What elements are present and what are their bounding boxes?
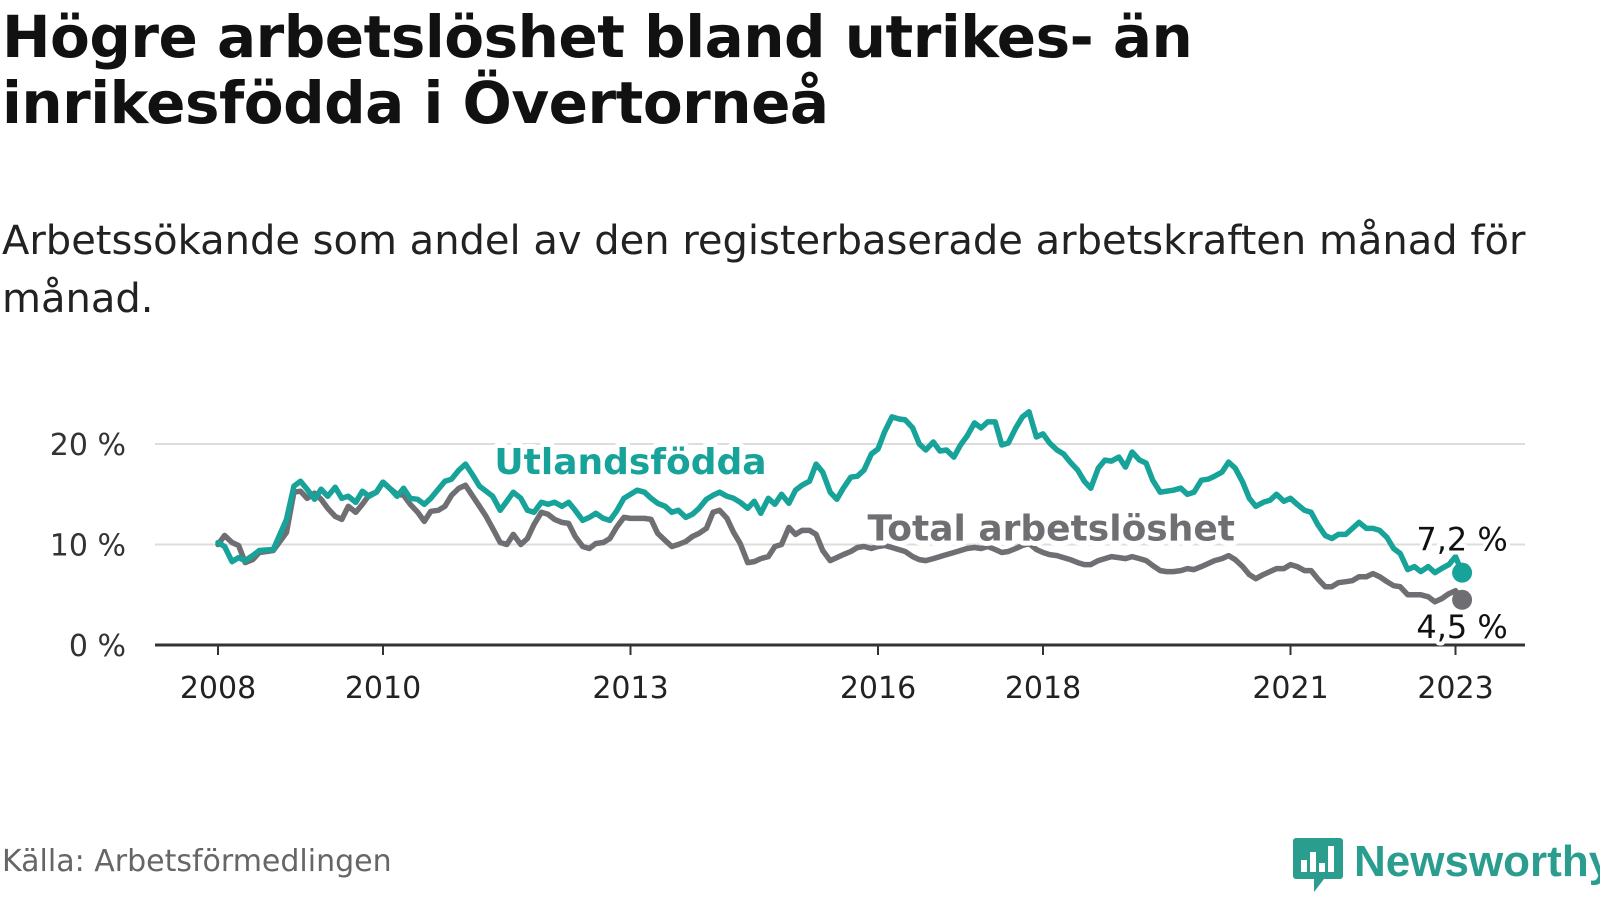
x-tick-label: 2016 xyxy=(840,671,916,706)
end-point-total xyxy=(1452,589,1473,610)
line-chart: 2008 2010 2013 2016 2018 2021 2023 0 % 10 % 20 %… xyxy=(0,380,1600,720)
x-tick-label: 2018 xyxy=(1005,671,1081,706)
series-lines xyxy=(215,409,1473,610)
end-point-foreign-born xyxy=(1452,562,1473,583)
series-line-foreign-born xyxy=(215,409,1465,576)
y-tick-label: 10 % xyxy=(50,529,126,564)
y-tick-label: 0 % xyxy=(69,629,126,664)
gridlines xyxy=(155,443,1525,546)
chart-subtitle: Arbetssökande som andel av den registerb… xyxy=(2,218,1526,322)
series-label-foreign-born: Utlandsfödda xyxy=(494,442,766,483)
x-tick-label: 2013 xyxy=(592,671,668,706)
series-line-total xyxy=(215,479,1465,605)
brand-name: Newsworthy xyxy=(1354,837,1600,886)
x-tick-label: 2010 xyxy=(345,671,421,706)
chart-title: Högre arbetslöshet bland utrikes- än inr… xyxy=(2,3,1193,137)
end-value-label-total: 4,5 % xyxy=(1416,608,1507,646)
source-note: Källa: Arbetsförmedlingen xyxy=(2,844,392,879)
x-tick-label: 2023 xyxy=(1417,671,1493,706)
x-tick-label: 2021 xyxy=(1252,671,1328,706)
x-tick-label: 2008 xyxy=(180,671,256,706)
series-labels: Utlandsfödda Total arbetslöshet 7,2 % 4,5 % xyxy=(489,437,1511,650)
x-axis: 2008 2010 2013 2016 2018 2021 2023 xyxy=(155,643,1525,706)
chart-svg: 2008 2010 2013 2016 2018 2021 2023 0 % 10 % 20 %… xyxy=(50,409,1525,706)
newsworthy-logo-icon xyxy=(1293,838,1343,892)
y-axis: 0 % 10 % 20 % xyxy=(50,428,126,664)
brand-logo[interactable]: Newsworthy xyxy=(1292,836,1600,900)
y-tick-label: 20 % xyxy=(50,428,126,463)
end-value-label-foreign-born: 7,2 % xyxy=(1416,521,1507,559)
series-label-total: Total arbetslöshet xyxy=(867,508,1235,549)
